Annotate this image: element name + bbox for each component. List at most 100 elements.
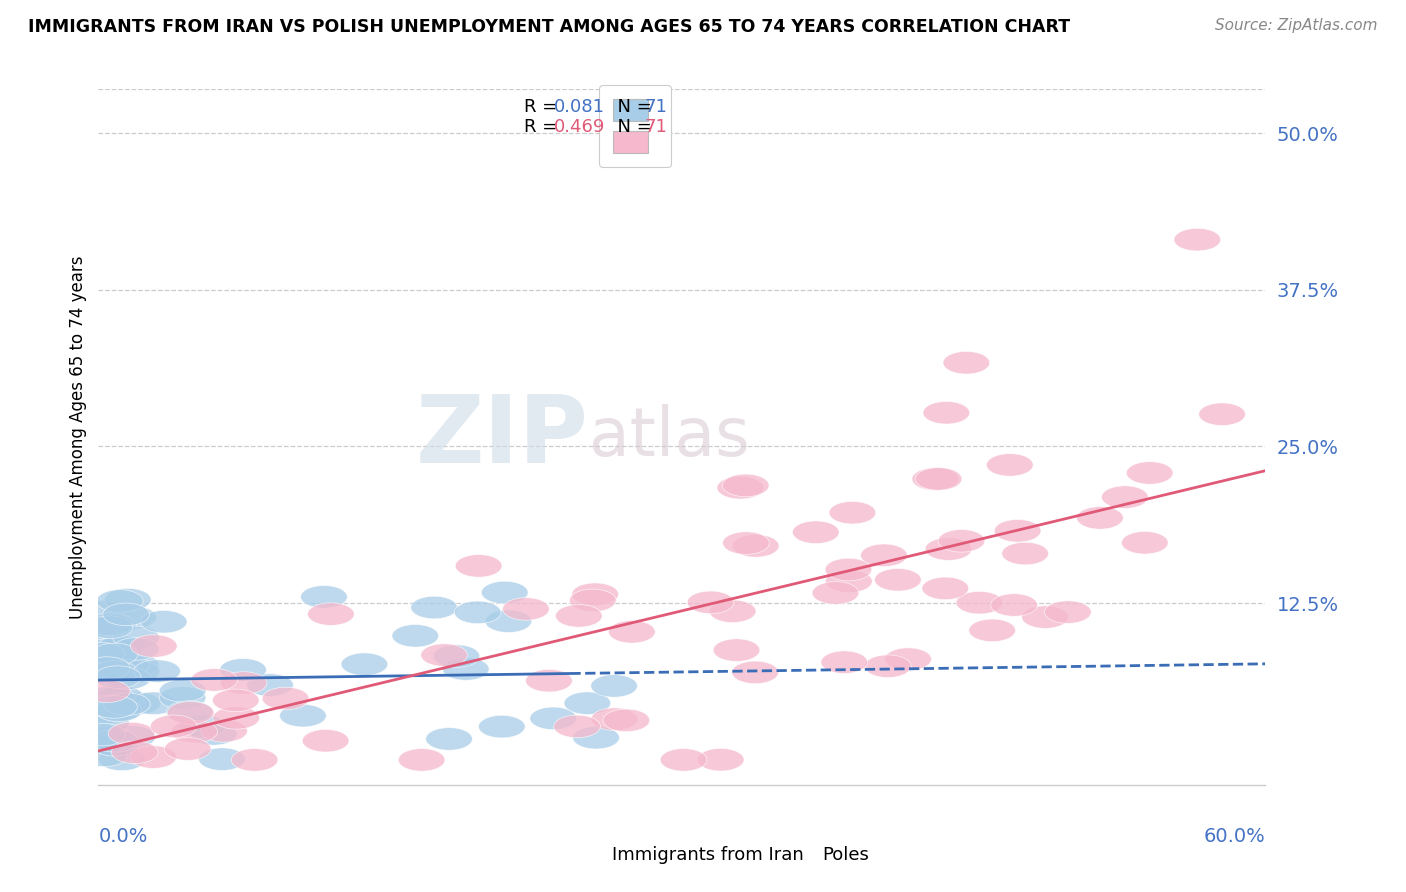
- Text: atlas: atlas: [589, 404, 749, 470]
- FancyBboxPatch shape: [793, 844, 823, 865]
- Ellipse shape: [554, 715, 600, 738]
- Ellipse shape: [433, 645, 479, 667]
- Ellipse shape: [131, 692, 177, 714]
- Ellipse shape: [191, 669, 238, 691]
- Ellipse shape: [83, 657, 131, 680]
- Ellipse shape: [925, 538, 972, 560]
- Ellipse shape: [454, 601, 501, 624]
- Ellipse shape: [110, 607, 156, 629]
- Legend: , : ,: [599, 85, 671, 167]
- Ellipse shape: [865, 655, 911, 677]
- Ellipse shape: [526, 669, 572, 692]
- Ellipse shape: [825, 558, 872, 581]
- Ellipse shape: [86, 726, 134, 749]
- Ellipse shape: [723, 532, 769, 554]
- Ellipse shape: [91, 661, 138, 683]
- Ellipse shape: [502, 598, 550, 620]
- Ellipse shape: [301, 585, 347, 608]
- Ellipse shape: [813, 582, 859, 604]
- Ellipse shape: [89, 686, 135, 708]
- Ellipse shape: [246, 673, 294, 697]
- Ellipse shape: [1174, 228, 1220, 251]
- Ellipse shape: [426, 728, 472, 750]
- Ellipse shape: [97, 636, 143, 658]
- Ellipse shape: [104, 667, 150, 690]
- Ellipse shape: [97, 686, 143, 708]
- Text: N =: N =: [606, 97, 658, 116]
- Ellipse shape: [83, 712, 129, 734]
- Ellipse shape: [96, 698, 142, 721]
- Ellipse shape: [411, 596, 457, 619]
- Text: R =: R =: [524, 119, 564, 136]
- Ellipse shape: [90, 614, 136, 636]
- Ellipse shape: [91, 643, 138, 665]
- Ellipse shape: [94, 638, 141, 660]
- Ellipse shape: [1077, 507, 1123, 529]
- Ellipse shape: [114, 692, 160, 714]
- Ellipse shape: [91, 660, 138, 682]
- Text: Source: ZipAtlas.com: Source: ZipAtlas.com: [1215, 18, 1378, 33]
- Text: 0.081: 0.081: [554, 97, 605, 116]
- Ellipse shape: [1101, 486, 1149, 508]
- Ellipse shape: [915, 467, 962, 491]
- Text: Poles: Poles: [823, 846, 869, 863]
- Ellipse shape: [938, 530, 984, 552]
- Ellipse shape: [392, 624, 439, 647]
- Ellipse shape: [212, 690, 259, 712]
- Text: 71: 71: [644, 97, 668, 116]
- Ellipse shape: [733, 534, 779, 558]
- Ellipse shape: [481, 582, 529, 604]
- Ellipse shape: [1002, 542, 1049, 565]
- Ellipse shape: [922, 401, 970, 424]
- Ellipse shape: [731, 661, 779, 683]
- Ellipse shape: [111, 741, 157, 764]
- Ellipse shape: [991, 594, 1038, 616]
- Ellipse shape: [697, 748, 744, 771]
- Ellipse shape: [104, 693, 150, 715]
- Ellipse shape: [443, 657, 489, 681]
- Ellipse shape: [994, 519, 1040, 542]
- Ellipse shape: [709, 600, 756, 623]
- Text: Immigrants from Iran: Immigrants from Iran: [612, 846, 804, 863]
- Ellipse shape: [572, 583, 619, 606]
- Text: ZIP: ZIP: [416, 391, 589, 483]
- Text: 0.0%: 0.0%: [98, 827, 148, 846]
- Ellipse shape: [420, 644, 467, 666]
- Ellipse shape: [821, 651, 868, 673]
- Ellipse shape: [219, 658, 266, 681]
- Ellipse shape: [84, 648, 132, 672]
- Ellipse shape: [83, 680, 131, 703]
- Ellipse shape: [1199, 403, 1246, 425]
- Ellipse shape: [98, 748, 145, 771]
- Ellipse shape: [221, 672, 267, 694]
- Ellipse shape: [83, 633, 129, 656]
- Ellipse shape: [134, 660, 180, 682]
- Ellipse shape: [1045, 601, 1091, 624]
- Ellipse shape: [150, 715, 197, 738]
- Ellipse shape: [485, 610, 531, 632]
- Ellipse shape: [103, 603, 149, 625]
- Ellipse shape: [77, 642, 125, 665]
- Text: 71: 71: [644, 119, 668, 136]
- Ellipse shape: [860, 544, 907, 566]
- Ellipse shape: [1126, 462, 1173, 484]
- Ellipse shape: [91, 730, 138, 752]
- Ellipse shape: [793, 521, 839, 543]
- Ellipse shape: [875, 568, 921, 591]
- Ellipse shape: [129, 746, 177, 768]
- Ellipse shape: [1022, 606, 1069, 628]
- Ellipse shape: [456, 555, 502, 577]
- Ellipse shape: [91, 688, 139, 710]
- Text: IMMIGRANTS FROM IRAN VS POLISH UNEMPLOYMENT AMONG AGES 65 TO 74 YEARS CORRELATIO: IMMIGRANTS FROM IRAN VS POLISH UNEMPLOYM…: [28, 18, 1070, 36]
- Ellipse shape: [90, 699, 136, 722]
- Ellipse shape: [141, 610, 187, 633]
- Ellipse shape: [308, 603, 354, 625]
- Ellipse shape: [661, 748, 707, 772]
- Ellipse shape: [1122, 532, 1168, 554]
- Ellipse shape: [86, 613, 132, 636]
- Ellipse shape: [342, 653, 388, 675]
- Ellipse shape: [79, 723, 125, 746]
- Ellipse shape: [166, 701, 212, 723]
- Ellipse shape: [591, 674, 637, 698]
- Ellipse shape: [87, 638, 134, 661]
